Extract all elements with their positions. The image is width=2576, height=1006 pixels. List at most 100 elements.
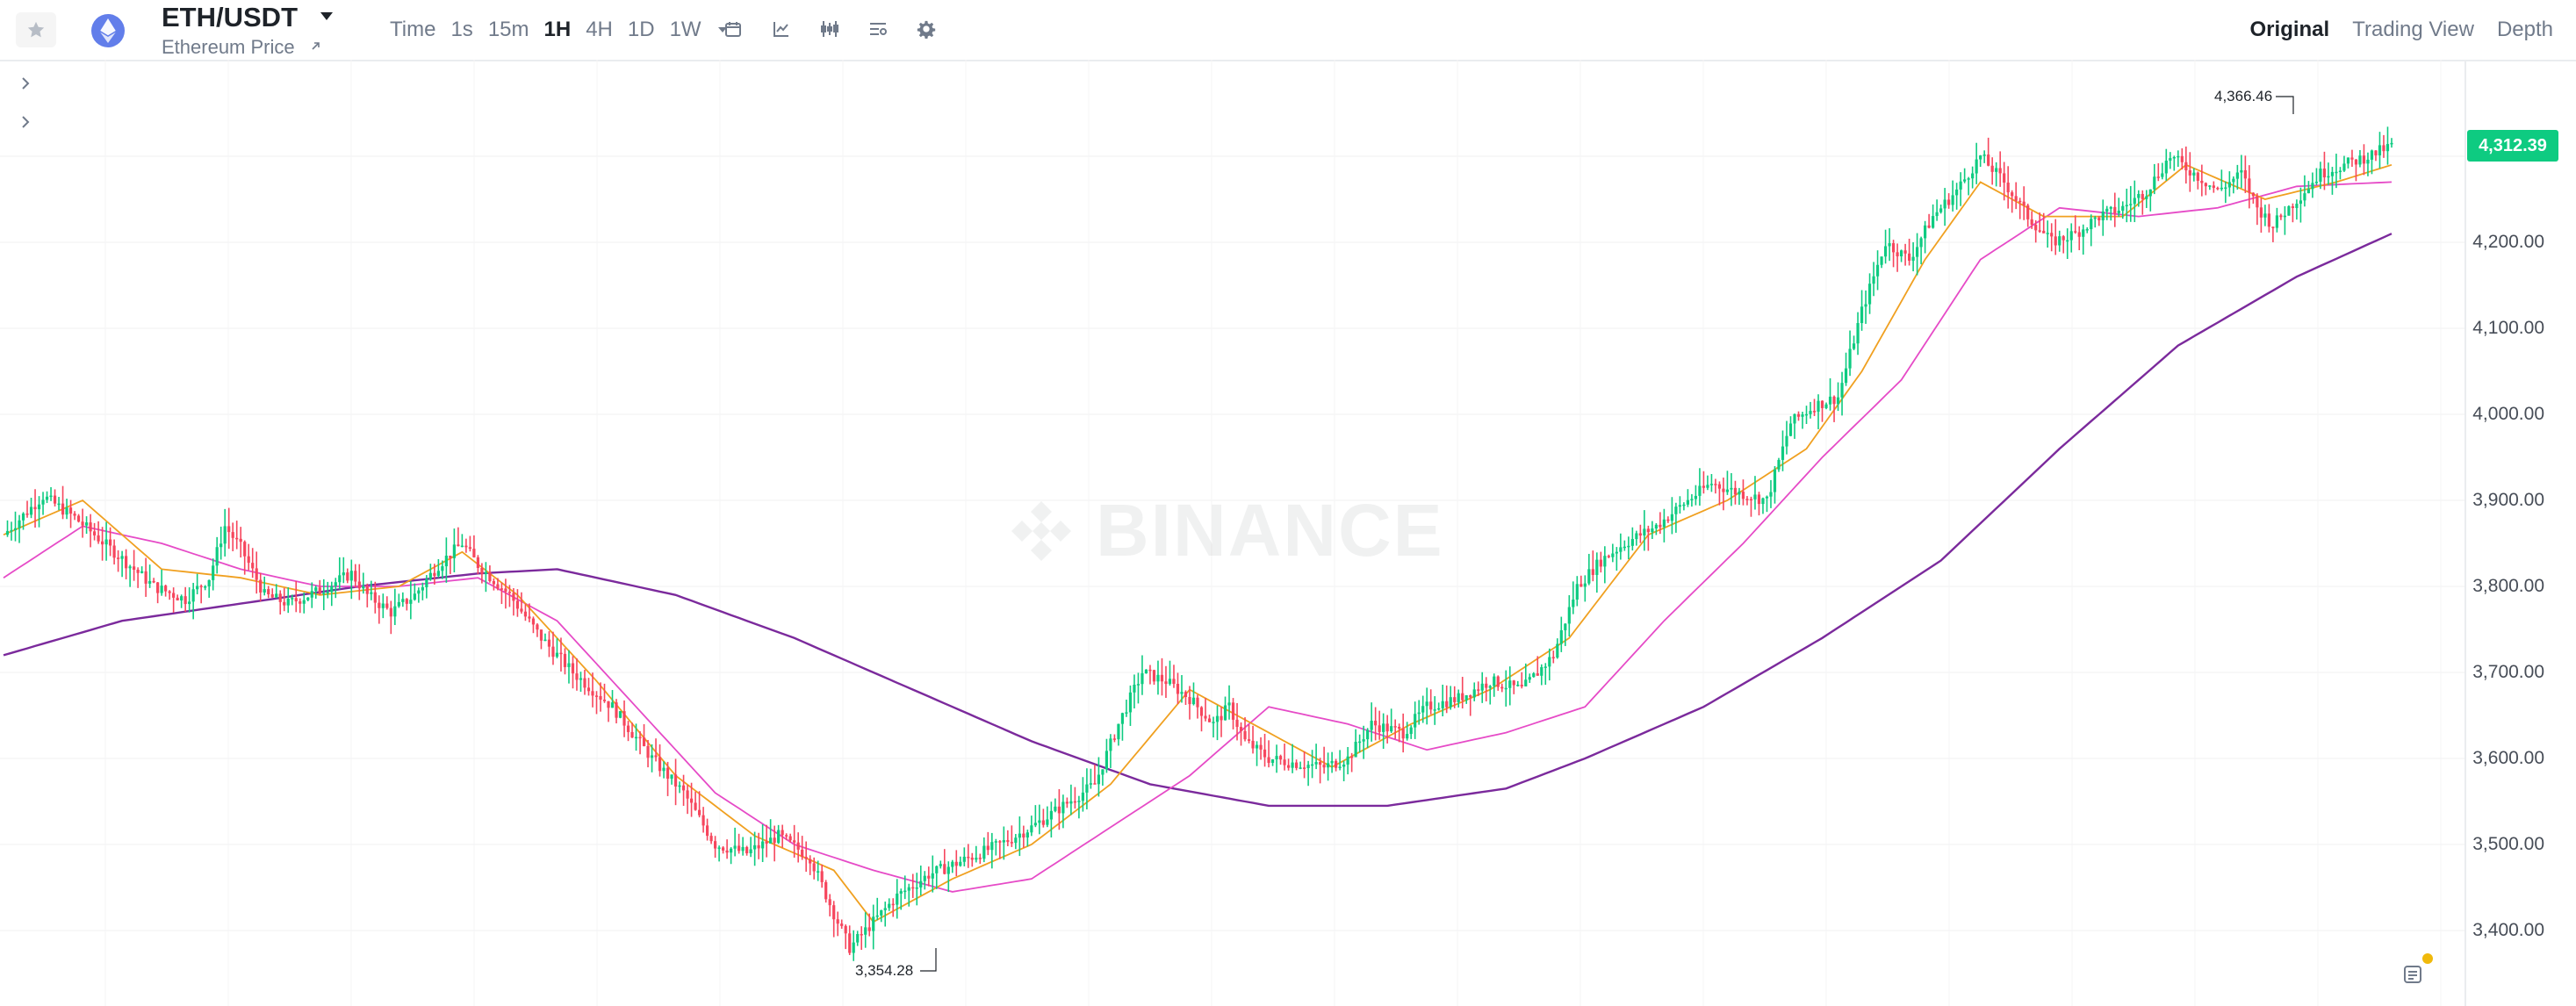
candle-down: [354, 571, 357, 582]
candle-up: [761, 841, 765, 849]
candle-down: [583, 678, 586, 688]
candle-down: [2141, 193, 2144, 199]
candle-up: [1769, 492, 1773, 497]
candle-up: [1117, 723, 1120, 740]
candle-down: [954, 861, 958, 866]
candle-down: [2362, 155, 2366, 164]
candle-up: [306, 597, 310, 600]
candle-down: [496, 584, 500, 589]
candle-down: [927, 875, 931, 879]
interval-4h[interactable]: 4H: [586, 18, 613, 41]
price-tick-label: 3,900.00: [2472, 490, 2544, 510]
price-chart[interactable]: [0, 60, 2576, 1006]
candle-down: [457, 544, 460, 547]
candle-up: [1670, 514, 1673, 521]
candle-down: [1520, 685, 1523, 686]
orders-list-button[interactable]: [2397, 959, 2428, 990]
candle-up: [1975, 159, 1978, 174]
candle-up: [1128, 692, 1133, 713]
gear-icon[interactable]: [913, 16, 939, 42]
chevron-right-icon[interactable]: [16, 112, 35, 132]
candle-up: [1156, 674, 1160, 682]
caret-down-icon[interactable]: [716, 25, 729, 35]
candle-down: [1638, 533, 1642, 536]
candle-down: [294, 598, 298, 602]
candle-down: [365, 586, 369, 594]
candle-up: [1793, 413, 1796, 424]
tab-original[interactable]: Original: [2249, 18, 2330, 41]
chart-header: ETH/USDT Ethereum Price Time 1s 15m 1H 4…: [0, 0, 2576, 61]
interval-time[interactable]: Time: [390, 18, 436, 41]
candle-down: [507, 592, 512, 593]
pair-title[interactable]: ETH/USDT: [162, 2, 298, 32]
candle-up: [428, 572, 432, 579]
candle-down: [385, 603, 389, 608]
candle-down: [133, 566, 136, 571]
candle-down: [824, 881, 828, 900]
favorite-button[interactable]: [16, 12, 56, 47]
candlestick-type-icon[interactable]: [817, 16, 843, 42]
candle-down: [76, 515, 81, 522]
candle-down: [152, 580, 155, 583]
interval-1d[interactable]: 1D: [627, 18, 655, 41]
candle-up: [1924, 225, 1927, 239]
candle-up: [160, 586, 163, 593]
candle-down: [694, 802, 697, 810]
candle-down: [1374, 721, 1378, 726]
candle-down: [2322, 169, 2327, 178]
candle-up: [1354, 742, 1357, 758]
candle-down: [1717, 484, 1722, 489]
candle-down: [2042, 230, 2046, 234]
interval-1s[interactable]: 1s: [450, 18, 473, 41]
candle-up: [1540, 666, 1543, 676]
candle-down: [943, 864, 946, 874]
candle-down: [199, 586, 203, 587]
candle-up: [286, 599, 290, 606]
candle-up: [1223, 705, 1227, 721]
candle-down: [2374, 150, 2378, 155]
indicator-icon[interactable]: [768, 16, 795, 42]
interval-1w[interactable]: 1W: [669, 18, 702, 41]
candle-down: [654, 755, 658, 758]
interval-1h[interactable]: 1H: [543, 18, 572, 41]
candle-up: [2148, 189, 2152, 197]
pair-subtitle[interactable]: Ethereum Price: [162, 36, 295, 58]
candle-up: [148, 580, 152, 584]
price-tick-label: 3,500.00: [2472, 834, 2544, 854]
external-link-icon[interactable]: [309, 40, 321, 53]
candle-up: [1543, 666, 1547, 668]
candle-down: [2267, 213, 2270, 227]
candle-up: [370, 592, 373, 594]
chevron-right-icon[interactable]: [16, 74, 35, 93]
candle-down: [1469, 695, 1472, 698]
candle-down: [602, 700, 607, 701]
candle-down: [2050, 233, 2054, 237]
candle-up: [610, 702, 615, 708]
candle-up: [650, 755, 654, 758]
candle-down: [978, 858, 982, 859]
candle-up: [1406, 734, 1409, 739]
candle-up: [1678, 505, 1682, 507]
candle-up: [330, 586, 334, 593]
candle-down: [812, 863, 816, 872]
calendar-icon[interactable]: [720, 16, 746, 42]
candle-down: [255, 568, 258, 580]
candle-down: [1445, 701, 1449, 708]
candle-down: [1022, 833, 1025, 838]
current-price-badge: 4,312.39: [2467, 130, 2558, 162]
candle-up: [1773, 469, 1777, 492]
candle-up: [1809, 411, 1812, 414]
candle-up: [1911, 256, 1915, 261]
candle-up: [1449, 697, 1452, 708]
candle-up: [1081, 792, 1085, 801]
candle-up: [2105, 208, 2109, 212]
interval-15m[interactable]: 15m: [487, 18, 529, 41]
candle-down: [828, 899, 831, 906]
chart-settings-list-icon[interactable]: [865, 16, 891, 42]
candle-down: [2248, 178, 2251, 193]
tab-trading-view[interactable]: Trading View: [2352, 18, 2474, 41]
candle-up: [872, 916, 875, 931]
tab-depth[interactable]: Depth: [2496, 18, 2553, 41]
caret-down-icon[interactable]: [318, 9, 335, 23]
candle-up: [1995, 168, 1998, 172]
